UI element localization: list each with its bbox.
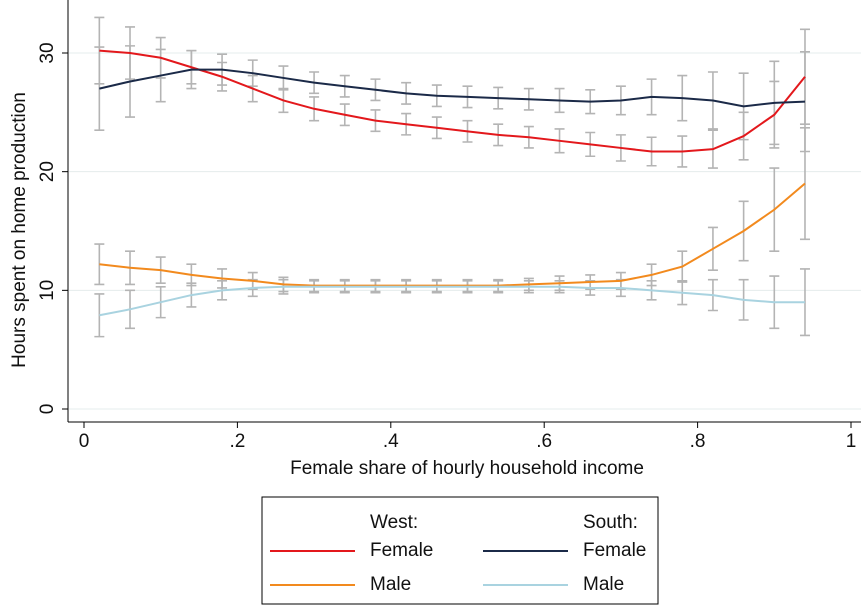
error-bar — [799, 51, 810, 153]
x-tick-label: .8 — [690, 431, 706, 452]
x-axis-title: Female share of hourly household income — [290, 458, 644, 479]
x-tick-label: .2 — [229, 431, 245, 452]
legend-title: South: — [583, 512, 638, 533]
series-line — [99, 182, 806, 287]
y-tick-label: 20 — [37, 161, 58, 182]
x-tick-label: 0 — [79, 431, 90, 452]
legend-label: Male — [583, 574, 624, 595]
y-tick-label: 30 — [37, 42, 58, 63]
legend-label: Female — [370, 540, 433, 561]
x-tick-label: .6 — [536, 431, 552, 452]
y-tick-label: 0 — [37, 404, 58, 415]
error-bar — [94, 243, 105, 286]
series-line — [99, 285, 805, 317]
x-tick-label: 1 — [846, 431, 857, 452]
series-line — [99, 49, 806, 153]
y-tick-label: 10 — [37, 280, 58, 301]
legend-label: Female — [583, 540, 646, 561]
legend-label: Male — [370, 574, 411, 595]
x-tick-label: .4 — [383, 431, 399, 452]
series-line — [99, 68, 806, 108]
legend-title: West: — [370, 512, 418, 533]
y-axis-title: Hours spent on home production — [9, 92, 30, 368]
